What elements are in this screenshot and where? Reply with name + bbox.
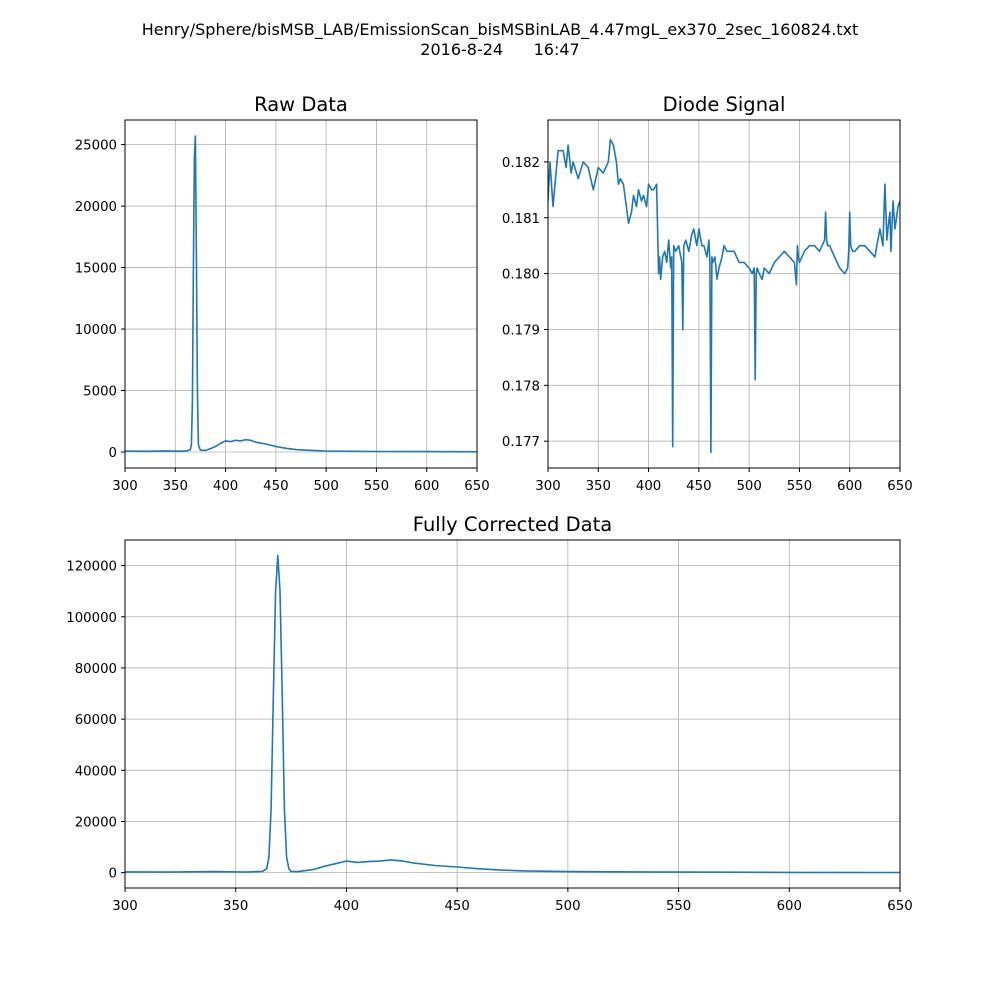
x-tick-label: 650 xyxy=(887,479,912,494)
x-tick-label: 500 xyxy=(555,899,580,914)
x-tick-label: 600 xyxy=(837,479,862,494)
x-tick-label: 550 xyxy=(666,899,691,914)
y-tick-label: 10000 xyxy=(75,323,117,338)
panel-title: Diode Signal xyxy=(663,93,786,116)
x-tick-label: 500 xyxy=(313,479,338,494)
x-tick-label: 650 xyxy=(464,479,489,494)
x-tick-label: 500 xyxy=(736,479,761,494)
panel-title: Raw Data xyxy=(254,93,348,116)
x-tick-label: 650 xyxy=(887,899,912,914)
y-tick-label: 120000 xyxy=(66,560,117,575)
y-tick-label: 0.180 xyxy=(502,268,540,283)
x-tick-label: 350 xyxy=(586,479,611,494)
x-tick-label: 600 xyxy=(777,899,802,914)
y-tick-label: 20000 xyxy=(75,815,117,830)
series-line xyxy=(548,138,900,454)
panel-title: Fully Corrected Data xyxy=(413,513,612,536)
x-tick-label: 350 xyxy=(163,479,188,494)
axes-frame xyxy=(547,119,901,469)
y-tick-label: 15000 xyxy=(75,262,117,277)
y-tick-label: 25000 xyxy=(75,139,117,154)
y-tick-label: 60000 xyxy=(75,713,117,728)
y-tick-label: 0 xyxy=(109,867,117,882)
x-tick-label: 450 xyxy=(263,479,288,494)
diode-signal-panel: 300 350 400 450 500 550 600 650 0.177 0.178 0.179 0… xyxy=(502,93,913,494)
figure-title-line1: Henry/Sphere/bisMSB_LAB/EmissionScan_bis… xyxy=(141,20,859,39)
y-tick-label: 80000 xyxy=(75,662,117,677)
y-tick-label: 20000 xyxy=(75,200,117,215)
y-tick-label: 0.179 xyxy=(502,323,540,338)
x-tick-label: 450 xyxy=(444,899,469,914)
x-tick-label: 600 xyxy=(414,479,439,494)
y-tick-label: 0.182 xyxy=(502,156,540,171)
x-tick-label: 400 xyxy=(334,899,359,914)
x-tick-label: 300 xyxy=(535,479,560,494)
y-tick-label: 0 xyxy=(109,446,117,461)
figure-title-line2: 2016-8-24 16:47 xyxy=(420,40,580,59)
x-tick-label: 550 xyxy=(364,479,389,494)
y-tick-label: 0.178 xyxy=(502,379,540,394)
y-tick-label: 0.181 xyxy=(502,212,540,227)
series-line xyxy=(125,135,477,453)
y-tick-label: 5000 xyxy=(83,385,117,400)
x-tick-label: 550 xyxy=(787,479,812,494)
y-tick-label: 100000 xyxy=(66,611,117,626)
x-tick-label: 400 xyxy=(636,479,661,494)
raw-data-panel: 300 350 400 450 500 550 600 650 0 5000 10000 15000 2… xyxy=(75,93,490,494)
axes-frame xyxy=(124,119,478,469)
y-tick-label: 40000 xyxy=(75,764,117,779)
x-tick-label: 300 xyxy=(112,899,137,914)
axes-frame xyxy=(124,539,901,889)
x-tick-label: 450 xyxy=(686,479,711,494)
corrected-data-panel: 300 350 400 450 500 550 600 650 0 20000 40000 60000… xyxy=(66,513,912,914)
x-tick-label: 300 xyxy=(112,479,137,494)
x-tick-label: 400 xyxy=(213,479,238,494)
x-tick-label: 350 xyxy=(223,899,248,914)
y-tick-label: 0.177 xyxy=(502,435,540,450)
series-line xyxy=(125,554,900,874)
